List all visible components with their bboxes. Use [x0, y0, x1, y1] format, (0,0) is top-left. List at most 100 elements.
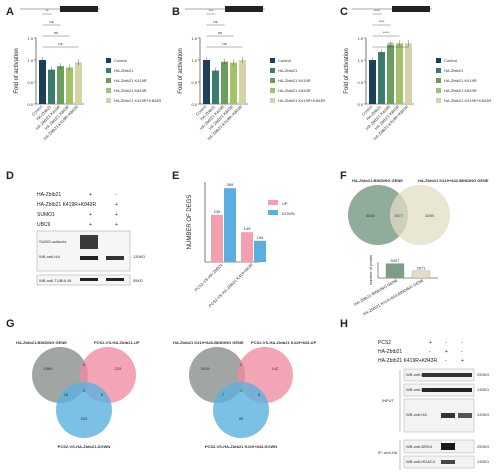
promoter-schematic-b [185, 6, 265, 12]
bar [39, 60, 46, 104]
bar [212, 70, 219, 104]
legend-label: HA-Zbtb21 K419R [444, 78, 477, 83]
legend-swatch [270, 68, 275, 73]
h-mark-1-2: - [445, 340, 447, 346]
legend-label: Control [114, 58, 127, 63]
venn-region-count: 7 [222, 392, 225, 397]
d-mark-1-1: + [89, 192, 92, 198]
y-tick-label: 1.0 [357, 58, 363, 63]
f-right-only: 1094 [425, 213, 435, 218]
legend-swatch [270, 88, 275, 93]
y-tick-label: 0.0 [191, 102, 197, 107]
sig-label: **** [383, 30, 390, 35]
h-input-label: INPUT [382, 398, 395, 403]
legend-label: HA-Zbtb21 K419R+K843R [114, 98, 161, 103]
venn-set-b-label: PCS2-VS-HA-Zbtb21 K419+843-UP [251, 340, 317, 345]
panel-label-e: E [172, 170, 180, 182]
legend-swatch [106, 88, 111, 93]
bar [378, 52, 385, 104]
f-left-only: 3830 [366, 213, 376, 218]
d-mark-4-2: + [115, 222, 118, 228]
luciferase-chart-b: 0.0 0.5 1.0 1.5 Fold of activation Control HA-… [178, 8, 325, 141]
legend-label: Control [444, 58, 457, 63]
bar [387, 44, 394, 104]
legend-swatch [436, 78, 441, 83]
bar-value-label: 5407 [391, 258, 401, 263]
legend-label: HA-Zbtb21 K419R+K843R [278, 98, 325, 103]
legend-swatch [106, 58, 111, 63]
bar-down [224, 188, 236, 262]
legend-label: Control [278, 58, 291, 63]
venn-region-count: 8 [83, 388, 86, 393]
h-marker-3: 130KD [477, 412, 489, 417]
venn-region-count: 8 [101, 392, 104, 397]
h-row-label-1: PCS2 [378, 340, 391, 346]
d-blot-label-1: SUMO-adducts [39, 239, 66, 244]
d-blot-label-2: WB anti-HA [39, 254, 60, 259]
y-tick-label: 1.5 [191, 36, 197, 41]
legend-label: HA-Zbtb21 [278, 68, 298, 73]
venn-set-a-label: HA-Zbtb21 K419+843-BINDING GENE [173, 340, 244, 345]
venn-region-count: 8 [83, 362, 86, 367]
bar [369, 60, 376, 104]
bar [411, 270, 431, 279]
sig-label: ns [49, 19, 53, 24]
legend-swatch [270, 78, 275, 83]
y-axis-label: NUMBER OF DEGS [187, 195, 193, 250]
sig-label: ns [58, 41, 62, 46]
sig-label: ** [45, 8, 49, 13]
venn-region-count: 5389 [44, 366, 54, 371]
venn-region-count: 8 [258, 392, 261, 397]
d-mark-3-2: + [115, 212, 118, 218]
bar-value-label: 369 [227, 182, 234, 187]
d-mark-3-1: + [89, 212, 92, 218]
bar [57, 66, 64, 104]
y-axis-label: Fold of activation [178, 48, 184, 93]
sig-label: **** [378, 19, 385, 24]
d-marker-1: 130KD [133, 254, 145, 259]
venn-region-count: 2 [240, 362, 243, 367]
panel-label-c: C [340, 6, 348, 18]
h-mark-1-3: - [461, 340, 463, 346]
h-marker-5: 130KD [477, 459, 489, 464]
d-mark-1-2: - [115, 192, 117, 198]
venn-set-a-label: HA-Zbtb21-BINDING GENE [16, 340, 67, 345]
bar [75, 62, 82, 104]
legend-label: HA-Zbtb21 K419R+K843R [444, 98, 491, 103]
legend-label: HA-Zbtb21 K419R [278, 78, 311, 83]
bar-down [254, 240, 266, 262]
bar [66, 67, 73, 104]
legend-swatch [436, 58, 441, 63]
h-mark-3-3: + [461, 358, 464, 364]
h-marker-2: 130KD [477, 387, 489, 392]
h-marker-1: 250KD [477, 372, 489, 377]
sig-label: *** [209, 8, 214, 13]
h-blot-label-2: WB anti-HDAC4 [406, 387, 436, 392]
d-row-label-3: SUMO1 [37, 212, 55, 218]
promoter-schematic-a [20, 6, 100, 12]
venn-circle-c [56, 382, 112, 438]
venn-circle-c [213, 382, 269, 438]
h-row-label-3: HA-Zbtb21 K419R+K843R [378, 358, 437, 364]
f-overlap: 1577 [394, 213, 404, 218]
d-mark-2-1: - [89, 202, 91, 208]
f-title-left: HA-Zbtb21-BINDING GENE [352, 178, 403, 183]
bar-value-label: 149 [244, 226, 251, 231]
h-mark-2-2: + [445, 349, 448, 355]
panel-label-h: H [340, 318, 348, 330]
d-mark-2-2: + [115, 202, 118, 208]
panel-e-degs-chart: NUMBER OF DEGS 236 369 PCS2-VS-HA-Zbtb21 149… [187, 182, 295, 308]
h-blot-label-4: WB anti-BRD4 [406, 444, 433, 449]
h-row-label-2: HA-Zbtb21 [378, 349, 402, 355]
legend-label: DOWN [282, 211, 295, 216]
venn-region-count: 333 [81, 416, 88, 421]
legend-label: UP [282, 201, 288, 206]
legend-label: HA-Zbtb21 [114, 68, 134, 73]
venn-region-count: 4 [240, 388, 243, 393]
y-tick-label: 0.0 [27, 102, 33, 107]
y-tick-label: 1.5 [27, 36, 33, 41]
sig-label: ns [213, 19, 217, 24]
luciferase-chart-c: 0.0 0.5 1.0 1.5 Fold of activation Control HA-… [344, 8, 491, 141]
d-row-label-1: HA-Zbtb21 [37, 192, 61, 198]
bar [221, 61, 228, 104]
